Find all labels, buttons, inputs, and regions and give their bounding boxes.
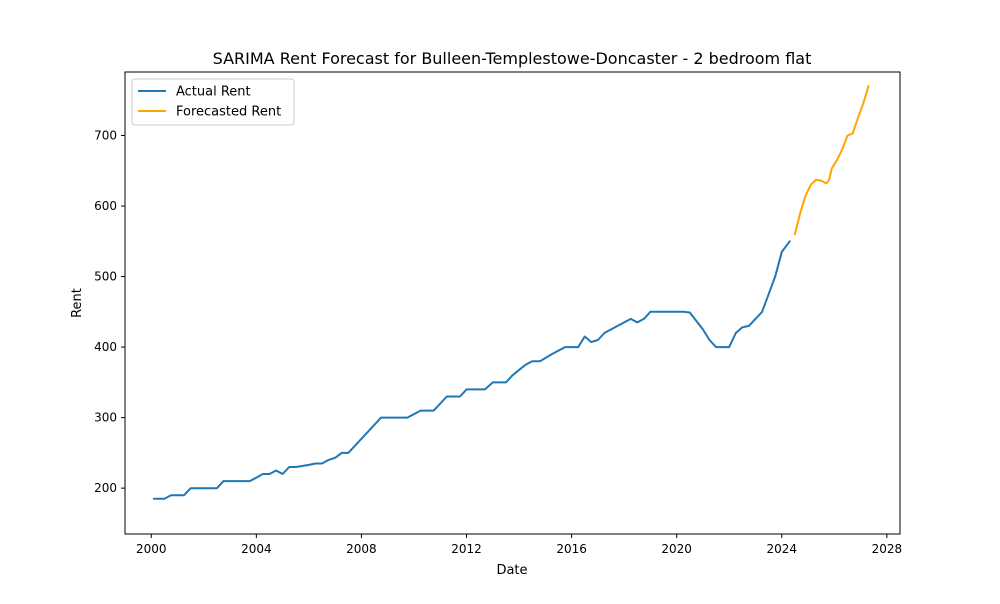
x-tick-label: 2008 xyxy=(346,542,377,556)
x-tick-label: 2020 xyxy=(661,542,692,556)
legend-label-forecasted-rent: Forecasted Rent xyxy=(176,105,281,120)
x-axis-label: Date xyxy=(496,563,527,578)
legend: Actual Rent Forecasted Rent xyxy=(132,79,294,125)
y-tick-label: 300 xyxy=(94,411,117,425)
y-tick-label: 200 xyxy=(94,481,117,495)
x-tick-label: 2016 xyxy=(556,542,587,556)
x-tick-label: 2000 xyxy=(136,542,167,556)
y-tick-label: 600 xyxy=(94,199,117,213)
y-tick-label: 500 xyxy=(94,270,117,284)
chart-title: SARIMA Rent Forecast for Bulleen-Temples… xyxy=(213,49,812,68)
x-tick-label: 2028 xyxy=(872,542,903,556)
y-tick-label: 400 xyxy=(94,340,117,354)
x-tick-label: 2024 xyxy=(767,542,798,556)
x-tick-label: 2012 xyxy=(451,542,482,556)
x-tick-label: 2004 xyxy=(241,542,272,556)
y-axis-label: Rent xyxy=(70,288,85,318)
y-tick-label: 700 xyxy=(94,128,117,142)
legend-label-actual-rent: Actual Rent xyxy=(176,85,251,100)
